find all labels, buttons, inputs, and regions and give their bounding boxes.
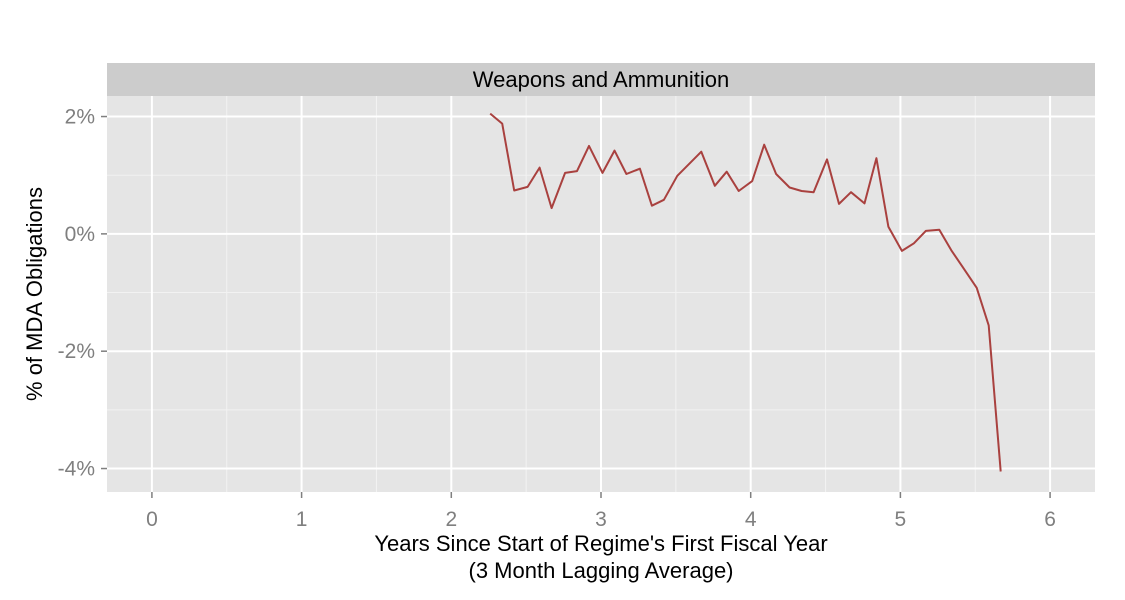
x-tick-label: 3: [595, 508, 607, 531]
series-line: [489, 112, 1002, 472]
x-tick-label: 1: [296, 508, 308, 531]
y-axis-title: % of MDA Obligations: [22, 187, 47, 401]
x-axis-title-line1: Years Since Start of Regime's First Fisc…: [374, 531, 827, 556]
grid-major: [107, 96, 1095, 492]
series-layer: [489, 112, 1002, 472]
x-tick-label: 4: [745, 508, 757, 531]
y-axis: -4% -2% 0% 2%: [58, 106, 107, 481]
y-tick-label: 2%: [65, 106, 95, 129]
x-axis: 0 1 2 3 4 5 6: [146, 492, 1056, 531]
x-axis-title-line2: (3 Month Lagging Average): [469, 558, 734, 583]
x-tick-label: 5: [895, 508, 907, 531]
y-tick-label: -4%: [58, 458, 95, 481]
x-tick-label: 2: [445, 508, 457, 531]
facet-strip: [107, 63, 1095, 96]
y-tick-label: -2%: [58, 340, 95, 363]
x-tick-label: 6: [1044, 508, 1056, 531]
x-tick-label: 0: [146, 508, 158, 531]
facet-label: Weapons and Ammunition: [473, 67, 729, 92]
y-tick-label: 0%: [65, 223, 95, 246]
